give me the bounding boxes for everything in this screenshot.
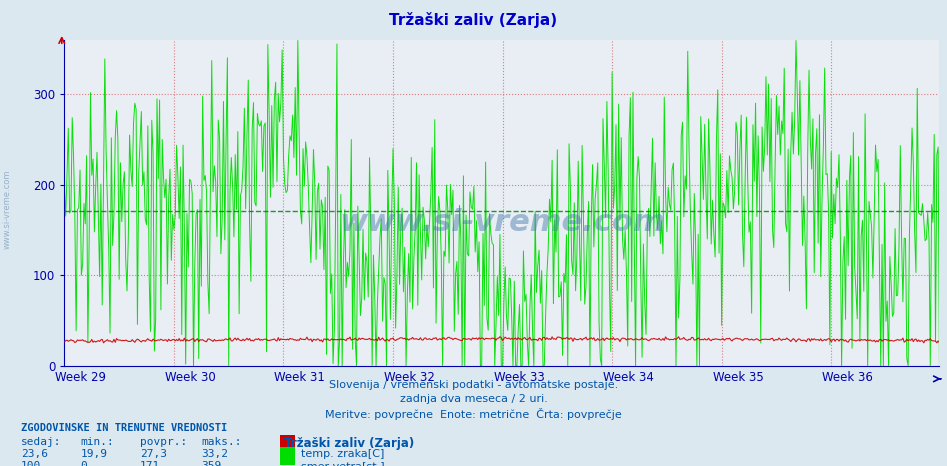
Text: Tržaški zaliv (Zarja): Tržaški zaliv (Zarja)	[389, 12, 558, 27]
Text: Meritve: povprečne  Enote: metrične  Črta: povprečje: Meritve: povprečne Enote: metrične Črta:…	[325, 408, 622, 420]
Text: Tržaški zaliv (Zarja): Tržaški zaliv (Zarja)	[284, 437, 415, 450]
Text: www.si-vreme.com: www.si-vreme.com	[339, 208, 665, 237]
Text: www.si-vreme.com: www.si-vreme.com	[3, 170, 12, 249]
Text: 100: 100	[21, 461, 41, 466]
Text: Slovenija / vremenski podatki - avtomatske postaje.: Slovenija / vremenski podatki - avtomats…	[329, 380, 618, 390]
Text: povpr.:: povpr.:	[140, 437, 188, 447]
Text: 23,6: 23,6	[21, 449, 48, 459]
Text: 0: 0	[80, 461, 87, 466]
Text: 27,3: 27,3	[140, 449, 168, 459]
Text: smer vetra[st.]: smer vetra[st.]	[301, 461, 384, 466]
Text: 33,2: 33,2	[202, 449, 229, 459]
Text: 19,9: 19,9	[80, 449, 108, 459]
Text: temp. zraka[C]: temp. zraka[C]	[301, 449, 384, 459]
Text: min.:: min.:	[80, 437, 115, 447]
Text: maks.:: maks.:	[202, 437, 242, 447]
Text: ZGODOVINSKE IN TRENUTNE VREDNOSTI: ZGODOVINSKE IN TRENUTNE VREDNOSTI	[21, 423, 227, 433]
Text: zadnja dva meseca / 2 uri.: zadnja dva meseca / 2 uri.	[400, 394, 547, 404]
Text: 359: 359	[202, 461, 222, 466]
Text: 171: 171	[140, 461, 160, 466]
Text: sedaj:: sedaj:	[21, 437, 62, 447]
